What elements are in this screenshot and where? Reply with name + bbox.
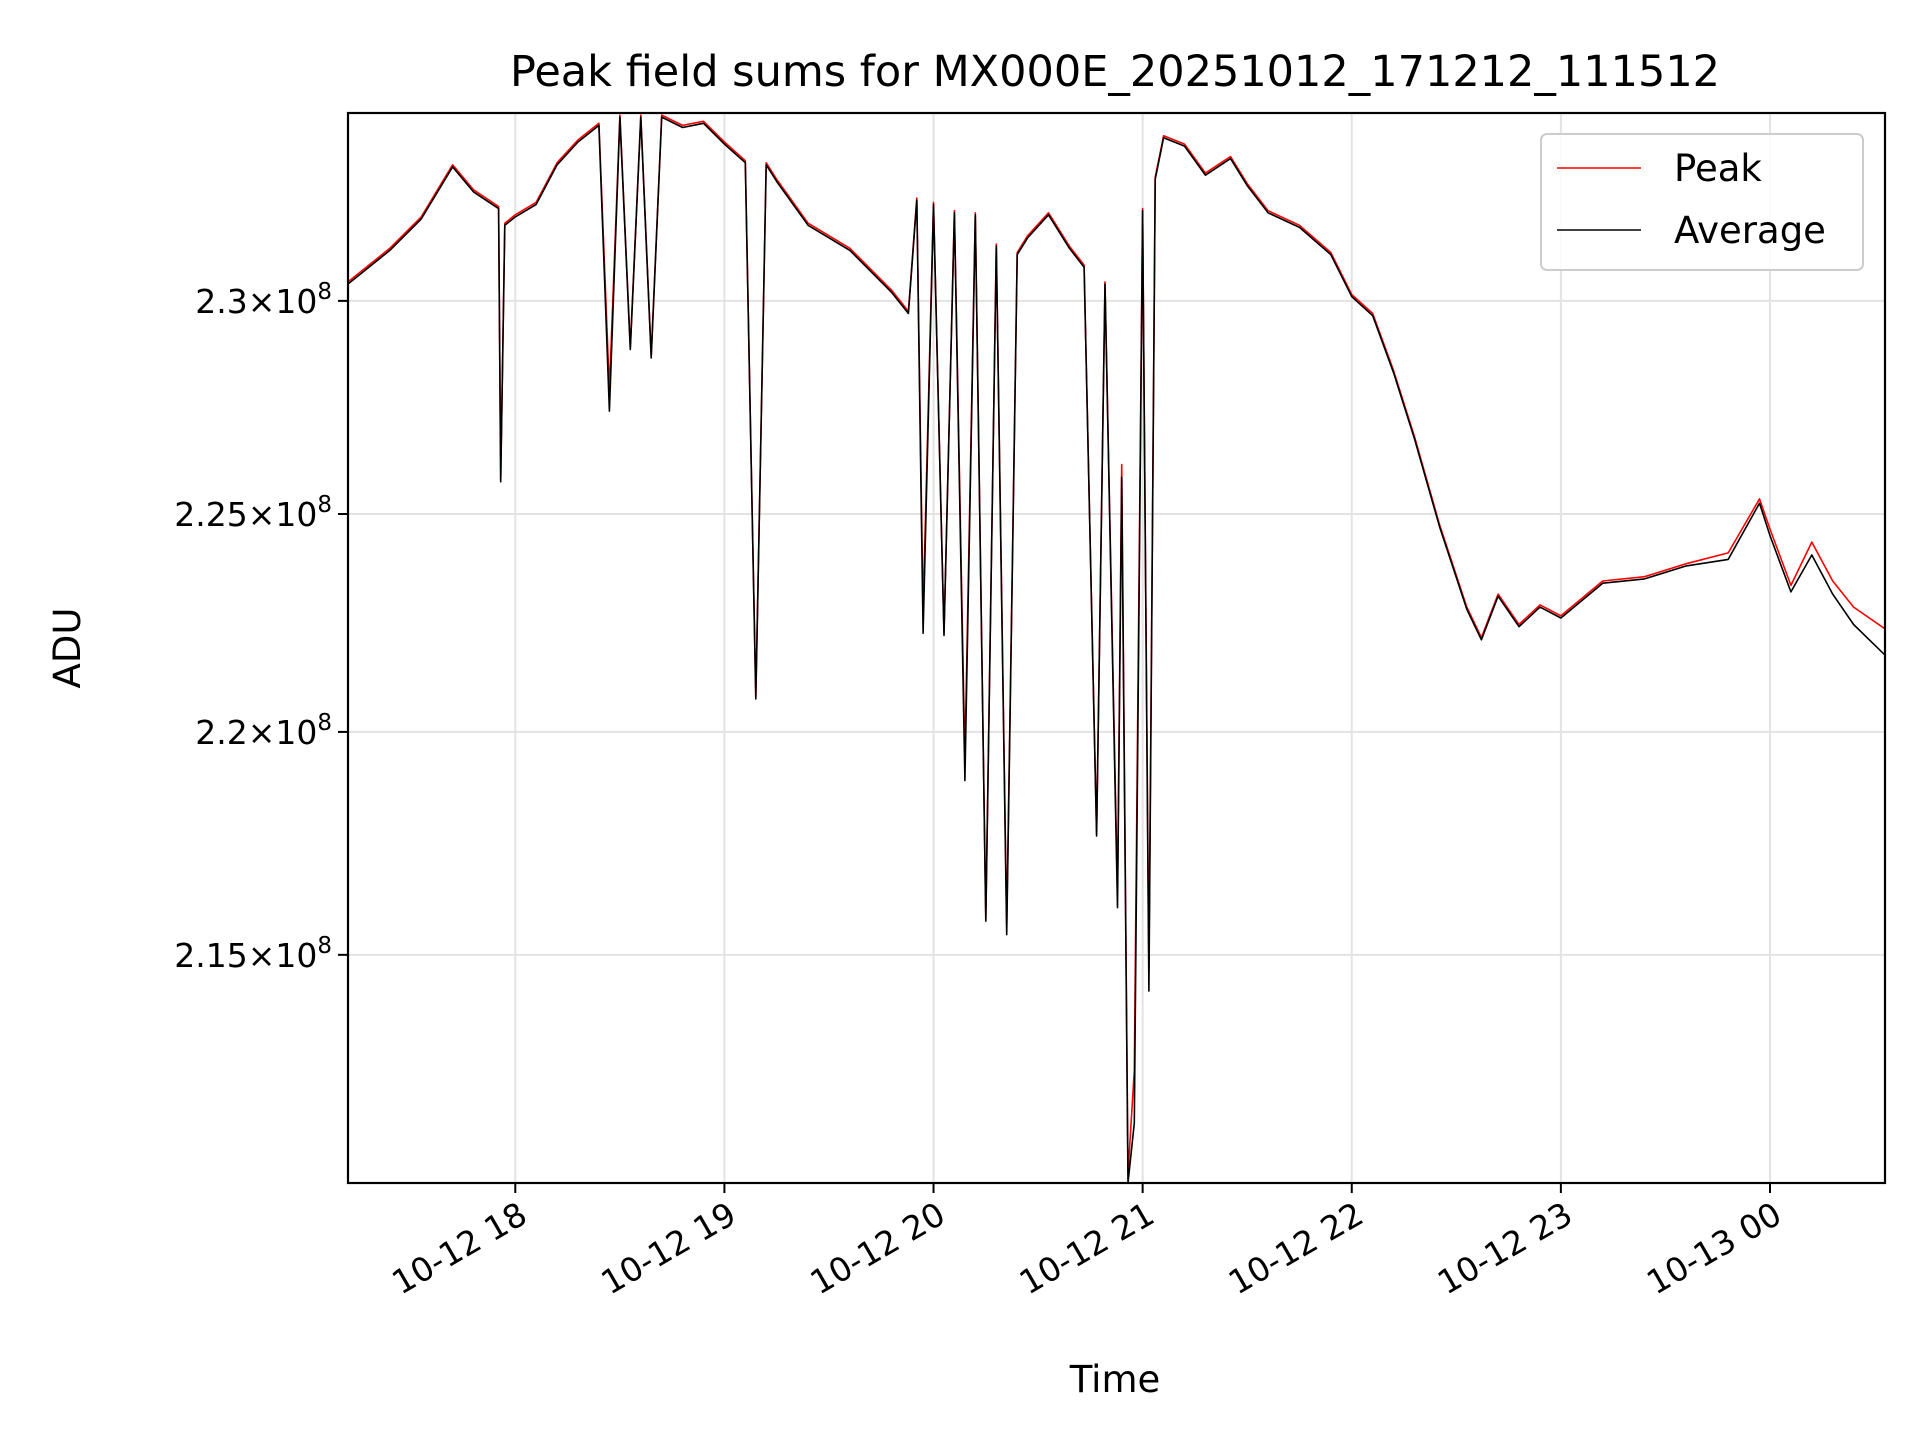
grid <box>348 113 1885 1183</box>
y-tick-label: 2.2×108 <box>195 710 332 752</box>
y-axis-label: ADU <box>46 608 89 689</box>
y-tick-label: 2.25×108 <box>174 492 332 534</box>
legend-label-peak: Peak <box>1674 147 1762 190</box>
chart-title: Peak field sums for MX000E_20251012_1712… <box>510 47 1720 97</box>
series-line-average <box>348 116 1885 1183</box>
plot-series <box>348 114 1885 1183</box>
y-tick-label: 2.15×108 <box>174 933 332 975</box>
x-axis-label: Time <box>1069 1358 1161 1401</box>
legend: Peak Average <box>1540 133 1864 271</box>
plot-frame <box>346 111 1887 1185</box>
y-axis: 2.15×108 2.2×108 2.25×108 2.3×108 <box>174 279 348 975</box>
y-tick-label: 2.3×108 <box>195 279 332 321</box>
legend-label-average: Average <box>1674 209 1826 252</box>
